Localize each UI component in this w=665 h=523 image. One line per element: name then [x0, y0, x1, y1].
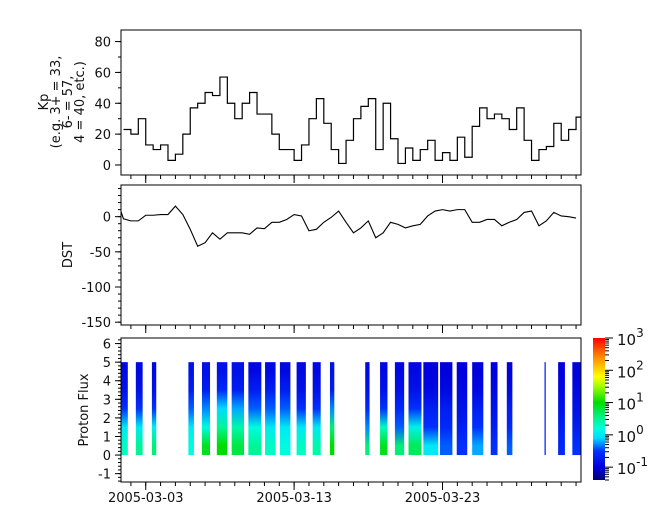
colorbar-tick-base: 10	[617, 363, 636, 381]
colorbar-tick-label: 101	[617, 391, 644, 414]
flux-interval-bar	[248, 362, 262, 456]
y-tick-label: 40	[94, 97, 111, 112]
dst-panel: 0 -50 -100 -150 DST	[61, 184, 582, 333]
colorbar-tick-base: 10	[617, 460, 636, 478]
colorbar-tick-label: 103	[617, 326, 644, 349]
y-tick-label: 5	[103, 356, 111, 371]
flux-interval-bar	[472, 362, 484, 456]
kp-panel: 0 20 40 60 80 Kp(e.g. 3+ = 33,6- = 57,4 = 40,…	[37, 29, 582, 183]
y-tick-label: 0	[103, 449, 111, 464]
y-tick-label: -50	[90, 246, 111, 261]
colorbar-tick-base: 10	[617, 396, 636, 414]
colorbar-tick-exponent: 1	[636, 391, 644, 405]
plot-frame	[120, 29, 582, 176]
y-tick-label: 4	[103, 375, 111, 390]
dst-y-axis-label: DST	[61, 242, 76, 268]
flux-interval-bar	[135, 362, 143, 456]
plot-frame	[120, 184, 582, 326]
flux-interval-bar	[279, 362, 291, 456]
flux-interval-bar	[558, 362, 565, 456]
y-axis-label-line: (e.g. 3+ = 33,	[49, 56, 64, 149]
flux-interval-bar	[329, 362, 335, 456]
y-tick-label: -150	[81, 316, 111, 331]
flux-interval-bar	[506, 362, 513, 456]
colorbar-tick-exponent: 3	[636, 326, 644, 340]
flux-interval-bar	[296, 362, 306, 456]
flux-interval-bar	[188, 362, 194, 456]
flux-interval-bar	[231, 362, 245, 456]
y-tick-label: 1	[103, 430, 111, 445]
flux-interval-bar	[265, 362, 276, 456]
flux-interval-bar	[365, 362, 370, 456]
colorbar-tick-exponent: -1	[636, 455, 648, 469]
flux-interval-bar	[423, 362, 439, 456]
y-tick-label: 60	[94, 66, 111, 81]
colorbar-scale	[593, 338, 605, 480]
y-tick-label: -1	[98, 468, 111, 483]
proton-flux-panel: -1 0 1 2 3 4 5 6 Proton Flux	[77, 337, 582, 490]
colorbar-tick-exponent: 2	[636, 358, 644, 372]
flux-interval-bar	[151, 362, 157, 456]
colorbar-tick-base: 10	[617, 428, 636, 446]
flux-interval-bar	[394, 362, 405, 456]
y-tick-label: -100	[81, 281, 111, 296]
x-axis-labels: 2005-03-03 2005-03-13 2005-03-23	[108, 491, 480, 506]
flux-interval-bar	[490, 362, 498, 456]
x-tick-label: 2005-03-23	[405, 491, 481, 506]
flux-interval-bar	[408, 362, 422, 456]
y-tick-label: 2	[103, 412, 111, 427]
colorbar-tick-label: 102	[617, 358, 644, 381]
y-tick-label: 80	[94, 36, 111, 51]
flux-interval-bar	[216, 362, 228, 456]
flux-interval-bar	[201, 362, 211, 456]
flux-interval-bar	[440, 362, 453, 456]
y-tick-label: 20	[94, 128, 111, 143]
x-tick-label: 2005-03-03	[108, 491, 184, 506]
flux-interval-bar	[544, 362, 546, 456]
colorbar-tick-label: 10-1	[617, 455, 648, 478]
flux-interval-bar	[456, 362, 468, 456]
y-axis-label-line: 4 = 40, etc.)	[73, 61, 88, 143]
colorbar-tick-base: 10	[617, 331, 636, 349]
y-axis-label-line: Kp	[37, 94, 52, 111]
flux-interval-bar	[380, 362, 388, 456]
flux-interval-bar	[121, 362, 128, 456]
dst-series-line	[120, 205, 577, 247]
y-tick-label: 0	[103, 159, 111, 174]
plot-frame-overlay	[120, 337, 582, 483]
colorbar-tick-label: 100	[617, 423, 644, 446]
flux-interval-bar	[312, 362, 321, 456]
kp-series-line	[123, 76, 581, 165]
y-tick-label: 3	[103, 393, 111, 408]
y-axis-label-line: 6- = 57,	[61, 76, 76, 129]
proton-flux-y-axis-label: Proton Flux	[77, 373, 92, 446]
colorbar-tick-exponent: 0	[636, 423, 644, 437]
y-tick-label: 0	[103, 211, 111, 226]
y-tick-label: 6	[103, 338, 111, 353]
flux-interval-bar	[572, 362, 581, 456]
x-tick-label: 2005-03-13	[256, 491, 332, 506]
